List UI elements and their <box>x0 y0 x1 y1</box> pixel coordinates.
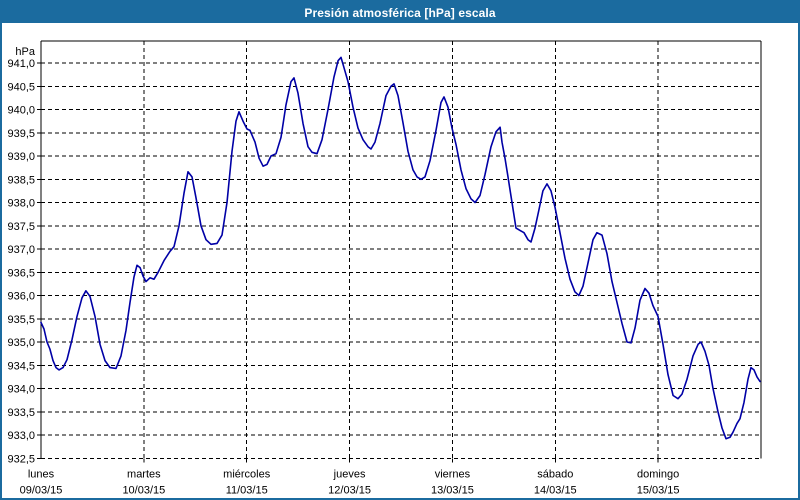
y-tick-label: 940,5 <box>7 81 35 93</box>
y-tick-label: 932,5 <box>7 453 35 465</box>
x-axis-date-label: 12/03/15 <box>328 484 371 496</box>
y-tick-label: 934,5 <box>7 360 35 372</box>
y-tick-label: 936,0 <box>7 291 35 303</box>
x-axis-day-label: domingo <box>637 468 679 480</box>
y-tick-label: 938,5 <box>7 174 35 186</box>
y-tick-label: 940,0 <box>7 105 35 117</box>
y-tick-label: 938,0 <box>7 198 35 210</box>
y-axis-unit-label: hPa <box>15 46 35 58</box>
x-axis-date-label: 14/03/15 <box>534 484 577 496</box>
y-tick-label: 933,5 <box>7 407 35 419</box>
y-tick-label: 936,5 <box>7 267 35 279</box>
x-axis-date-label: 10/03/15 <box>122 484 165 496</box>
x-axis-date-label: 09/03/15 <box>20 484 63 496</box>
y-tick-label: 941,0 <box>7 58 35 70</box>
x-axis-day-label: lunes <box>28 468 55 480</box>
y-tick-label: 935,0 <box>7 337 35 349</box>
y-tick-label: 933,0 <box>7 430 35 442</box>
y-tick-label: 939,5 <box>7 128 35 140</box>
y-tick-label: 939,0 <box>7 151 35 163</box>
x-axis-day-label: viernes <box>435 468 471 480</box>
pressure-chart: 941,0 940,5 940,0 939,5 939,0 938,5 938,0 937,5… <box>7 40 762 496</box>
x-axis-day-label: miércoles <box>223 468 271 480</box>
window-title: Presión atmosférica [hPa] escala <box>304 5 496 20</box>
y-tick-label: 934,0 <box>7 384 35 396</box>
x-axis-day-label: sábado <box>537 468 573 480</box>
x-axis-date-label: 13/03/15 <box>431 484 474 496</box>
pressure-line <box>40 56 761 440</box>
y-tick-label: 937,0 <box>7 244 35 256</box>
x-axis-date-label: 11/03/15 <box>226 484 268 496</box>
x-axis-date-label: 15/03/15 <box>637 484 680 496</box>
x-axis-day-label: jueves <box>333 468 366 480</box>
y-tick-label: 937,5 <box>7 221 35 233</box>
y-tick-label: 935,5 <box>7 314 35 326</box>
chart-content: 941,0 940,5 940,0 939,5 939,0 938,5 938,0 937,5… <box>2 23 798 498</box>
title-bar: Presión atmosférica [hPa] escala <box>2 2 798 23</box>
x-axis-day-label: martes <box>127 468 161 480</box>
